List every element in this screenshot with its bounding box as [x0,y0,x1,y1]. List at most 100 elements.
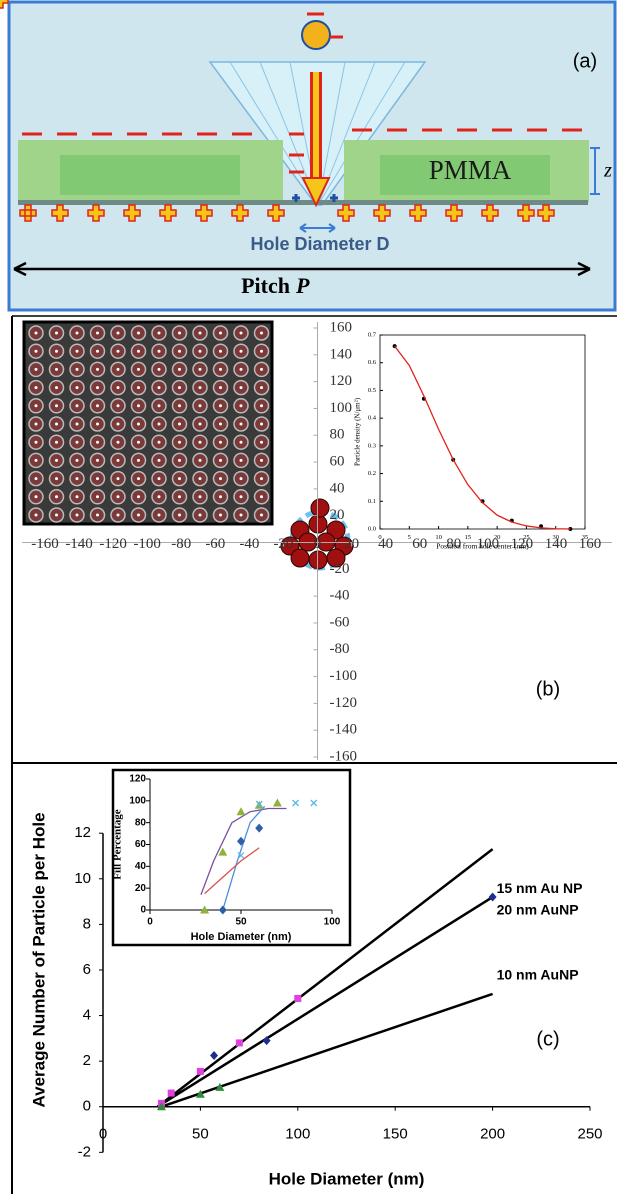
point [237,836,245,846]
panel-label: (c) [536,1028,559,1050]
y-tick-label: -40 [330,588,350,604]
y-tick-label: 10 [74,870,91,887]
point [236,807,246,816]
y-tick-label: -140 [330,722,358,738]
line [161,992,494,1108]
y-tick-label: 40 [135,861,147,872]
x-tick-label: -60 [205,536,225,552]
micrograph [22,320,274,526]
y-tick-label: 6 [83,961,91,978]
x-tick-label: 0 [314,536,322,552]
y-tick-label: 140 [330,346,353,362]
y-tick-label: 40 [330,480,345,496]
x-tick-label: 35 [582,534,589,541]
y-tick-label: 160 [330,319,353,335]
point [294,994,302,1002]
x-tick-label: 20 [494,534,501,541]
y-tick-label: 0.3 [368,442,376,449]
x-tick-label: 60 [412,536,427,552]
x-axis-title: Hole Diameter (nm) [269,1169,425,1188]
series-label: 20 nm AuNP [497,902,579,918]
series-label: 10 nm AuNP [497,967,579,983]
x-tick-label: 250 [577,1126,602,1143]
panel-label: (a) [573,50,597,72]
x-tick-label: 150 [383,1126,408,1143]
x-tick-label: 40 [378,536,393,552]
x-tick-label: 120 [511,536,534,552]
y-tick-label: 0.7 [368,331,377,338]
x-tick-label: -140 [65,536,93,552]
x-tick-label: 0 [147,917,153,928]
point [235,1039,243,1047]
y-tick-label: 80 [330,427,345,443]
point [262,1036,271,1046]
x-tick-label: 160 [579,536,602,552]
x-tick-label: 20 [344,536,359,552]
y-tick-label: 100 [330,400,353,416]
y-tick-label: 80 [135,817,147,828]
y-axis-title: Particle density (N/μm²) [354,397,362,466]
point [218,847,228,856]
diagram [0,0,600,277]
y-tick-label: 60 [135,839,147,850]
y-tick-label: -100 [330,668,358,684]
y-axis-title: Average Number of Particle per Hole [29,812,48,1107]
x-tick-label: 200 [480,1126,505,1143]
panel-label: (b) [536,678,560,700]
y-tick-label: 60 [330,454,345,470]
point [195,1089,205,1098]
x-axis-title: Position from hole center (nm) [436,542,529,551]
x-axis-title: Hole Diameter (nm) [191,931,292,943]
z-label: z [603,160,612,182]
x-tick-label: 140 [545,536,568,552]
line [394,345,571,530]
y-tick-label: 0.2 [368,470,376,477]
plot-frame [379,334,586,530]
x-tick-label: 100 [324,917,341,928]
line [204,847,260,895]
y-tick-label: 0 [83,1098,91,1115]
point [156,1102,166,1111]
point [255,823,264,833]
y-tick-label: -120 [330,695,358,711]
y-tick-label: 0.6 [368,359,377,366]
y-tick-label: 12 [74,824,91,841]
x-tick-label: 100 [285,1126,310,1143]
y-tick-label: 20 [330,507,345,523]
x-tick-label: 5 [408,534,411,541]
x-tick-label: 100 [477,536,500,552]
point [167,1089,175,1097]
pitch-symbol: P [295,273,310,298]
y-tick-label: 4 [83,1007,91,1024]
x-tick-label: -160 [31,536,59,552]
y-tick-label: 120 [129,774,146,785]
x-tick-label: -20 [273,536,293,552]
y-tick-label: 0.0 [368,525,376,532]
y-tick-label: 0.5 [368,387,376,394]
y-tick-label: -60 [330,614,350,630]
x-tick-label: 0 [378,534,381,541]
x-tick-label: -40 [239,536,259,552]
point [310,799,318,807]
y-tick-label: 2 [83,1052,91,1069]
point [218,905,227,915]
y-tick-label: 0.4 [368,415,377,422]
point [488,892,497,902]
y-tick-label: 0 [140,905,146,916]
line [200,807,287,895]
inset-frame [111,768,352,947]
point [292,799,300,807]
x-tick-label: 15 [465,534,472,541]
line [156,895,494,1108]
point [200,905,210,914]
inset-frame [352,322,590,544]
material-label: PMMA [429,155,512,185]
point [255,800,263,808]
x-tick-label: -120 [99,536,127,552]
x-tick-label: 0 [99,1126,107,1143]
x-tick-label: -100 [133,536,161,552]
y-tick-label: 8 [83,915,91,932]
y-tick-label: -80 [330,641,350,657]
